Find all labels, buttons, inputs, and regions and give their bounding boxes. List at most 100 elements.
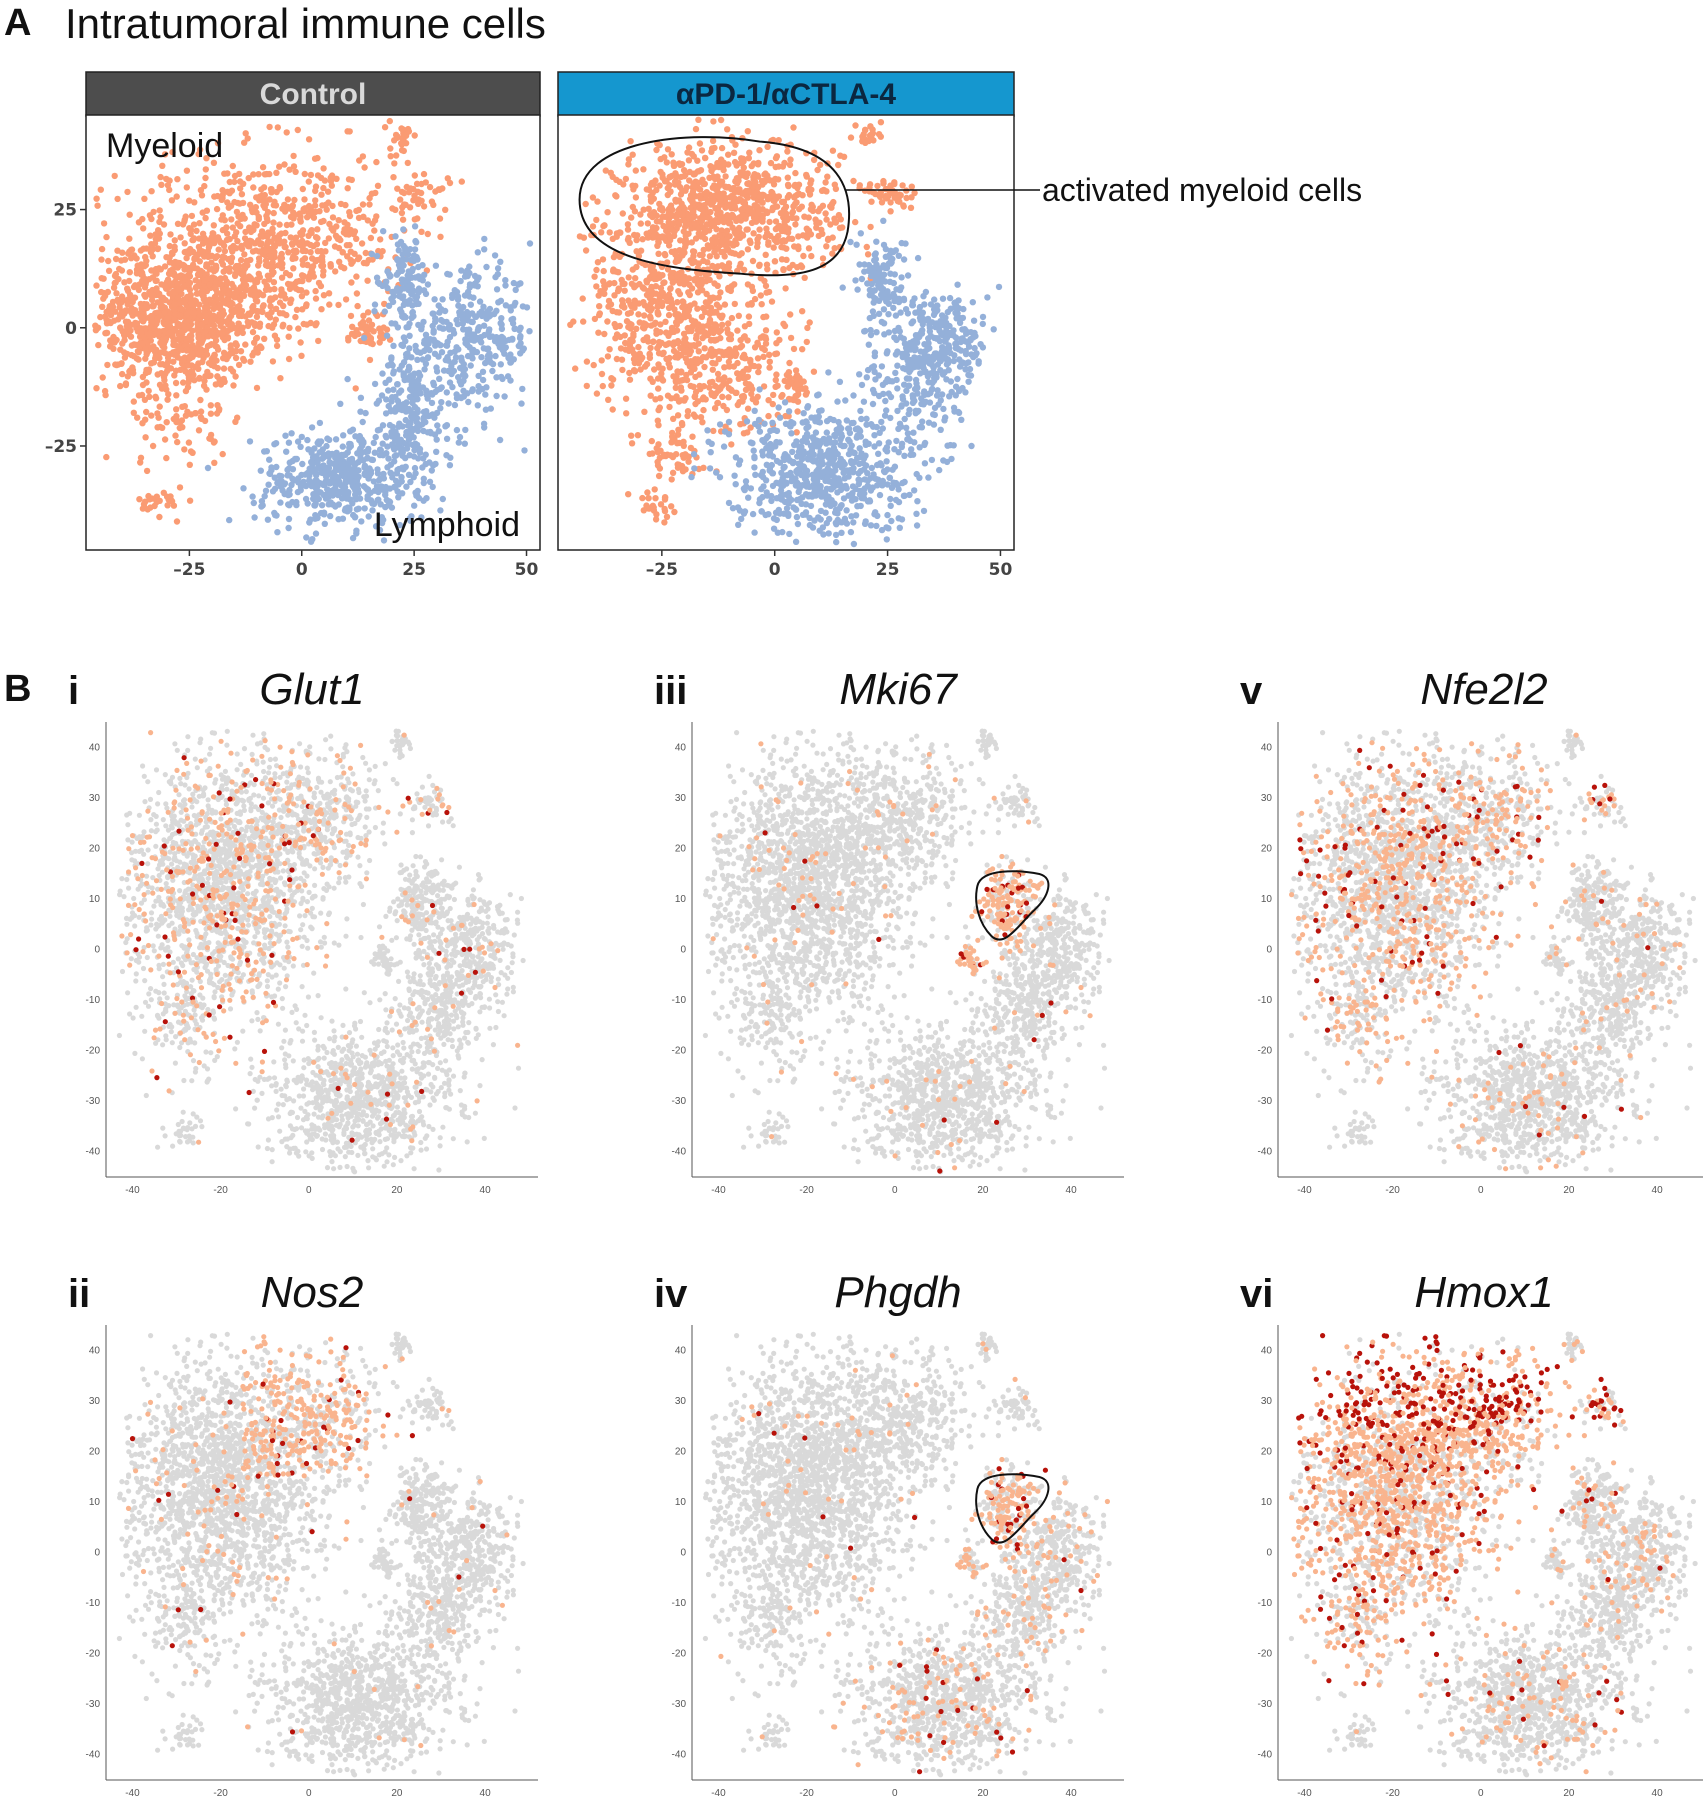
cell-point (386, 117, 393, 125)
cell-point (360, 334, 368, 342)
cell-point (249, 328, 257, 336)
cell-point (678, 351, 685, 359)
cell-point (201, 182, 208, 190)
cell-point (771, 197, 778, 205)
cell-point (148, 215, 155, 223)
cell-point (655, 361, 662, 368)
cell-point (305, 275, 312, 282)
cell-point (347, 312, 355, 320)
cell-point (640, 336, 647, 344)
cell-point (419, 356, 426, 363)
cell-point (255, 171, 262, 178)
cell-point (207, 402, 214, 409)
cell-point (669, 433, 676, 440)
cell-point (195, 427, 203, 434)
cell-point (519, 303, 527, 310)
cell-point (458, 354, 465, 361)
cell-point (741, 323, 749, 330)
cell-point (217, 322, 224, 329)
cell-point (295, 325, 302, 332)
cell-point (335, 217, 342, 224)
cell-point (719, 321, 726, 328)
cell-point (700, 383, 708, 390)
cell-point (367, 338, 374, 345)
cell-point (908, 194, 915, 201)
cell-point (400, 439, 407, 447)
cell-point (417, 349, 424, 356)
cell-point (338, 263, 345, 270)
cell-point (436, 215, 444, 222)
cell-point (728, 441, 735, 448)
cell-point (308, 449, 315, 457)
cell-point (615, 309, 623, 316)
cell-point (794, 191, 801, 199)
cell-point (202, 174, 209, 182)
cell-point (353, 235, 360, 242)
cell-point (639, 236, 646, 243)
cell-point (214, 346, 222, 353)
cell-point (709, 137, 717, 145)
cell-point (383, 396, 390, 403)
cell-point (498, 315, 505, 322)
cell-point (723, 227, 731, 234)
cell-point (647, 344, 654, 352)
cell-point (792, 181, 799, 189)
cell-point (361, 464, 368, 471)
cell-point (734, 327, 741, 334)
cell-point (696, 140, 704, 147)
cell-point (852, 218, 859, 226)
cell-point (240, 355, 247, 363)
cell-point (654, 242, 661, 249)
cell-point (621, 287, 628, 294)
cell-point (401, 298, 409, 305)
cell-point (393, 452, 400, 459)
cell-point (262, 286, 270, 293)
cell-point (654, 309, 661, 316)
cell-point (170, 358, 177, 365)
cell-point (142, 434, 149, 441)
cell-point (184, 408, 191, 415)
cell-point (135, 286, 142, 294)
cell-point (118, 267, 126, 274)
cell-point (469, 349, 477, 356)
cell-point (173, 518, 181, 525)
cell-point (301, 205, 309, 212)
cell-point (666, 182, 673, 189)
cell-point (223, 278, 230, 285)
cell-point (725, 151, 732, 158)
cell-point (318, 191, 325, 198)
cell-point (247, 358, 254, 365)
cell-point (394, 185, 401, 192)
cell-point (735, 375, 742, 382)
cell-point (700, 257, 707, 264)
cell-point (177, 234, 184, 241)
cell-point (299, 185, 306, 193)
cell-point (365, 445, 372, 453)
cell-point (489, 333, 496, 340)
cell-point (801, 213, 808, 220)
cell-point (114, 195, 121, 203)
cell-point (422, 331, 430, 338)
cell-point (333, 234, 341, 241)
cell-point (399, 256, 406, 263)
cell-point (241, 215, 248, 222)
cell-point (137, 247, 145, 254)
cell-point (187, 336, 195, 344)
cell-point (277, 483, 284, 490)
cell-point (775, 404, 782, 411)
cell-point (808, 252, 815, 260)
cell-point (176, 344, 183, 352)
cell-point (168, 498, 176, 505)
cell-point (250, 184, 257, 191)
cell-point (763, 289, 770, 296)
cell-point (766, 364, 773, 371)
cell-point (253, 384, 261, 392)
cell-point (163, 493, 171, 500)
cell-point (609, 406, 616, 413)
cell-point (698, 206, 706, 213)
cell-point (183, 346, 191, 353)
cell-point (681, 311, 688, 318)
cell-point (186, 461, 193, 468)
cell-point (128, 255, 135, 262)
cell-point (787, 311, 794, 318)
